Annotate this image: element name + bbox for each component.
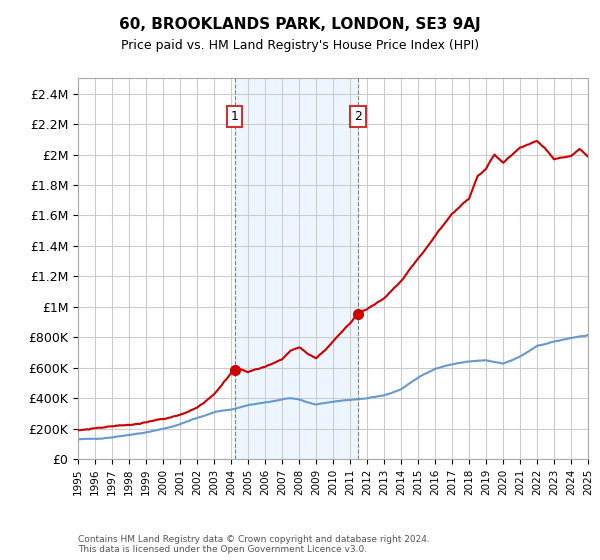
Text: Contains HM Land Registry data © Crown copyright and database right 2024.
This d: Contains HM Land Registry data © Crown c…: [78, 535, 430, 554]
Text: Price paid vs. HM Land Registry's House Price Index (HPI): Price paid vs. HM Land Registry's House …: [121, 39, 479, 52]
Text: 2: 2: [354, 110, 362, 123]
Text: 60, BROOKLANDS PARK, LONDON, SE3 9AJ: 60, BROOKLANDS PARK, LONDON, SE3 9AJ: [119, 17, 481, 32]
Bar: [235, 78, 358, 459]
Text: 1: 1: [231, 110, 239, 123]
